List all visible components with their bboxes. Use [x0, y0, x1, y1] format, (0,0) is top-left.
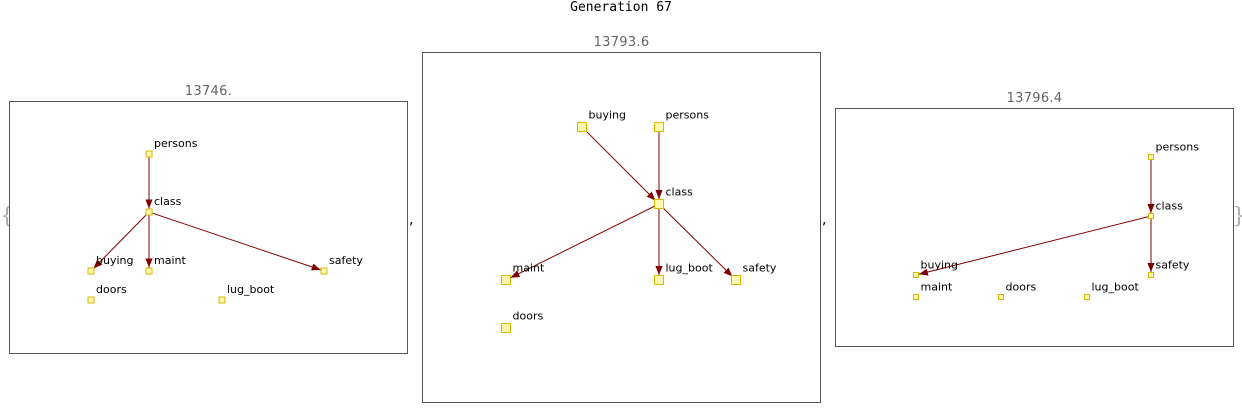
node-maint: [913, 294, 919, 300]
edge-class-to-buying: [918, 216, 1149, 276]
graph-score-1: 13746.: [184, 84, 233, 99]
node-label-persons: persons: [154, 137, 198, 150]
graph-score-3: 13796.4: [1006, 91, 1063, 106]
node-label-doors: doors: [1006, 281, 1037, 294]
node-label-buying: buying: [589, 109, 626, 122]
node-label-class: class: [154, 195, 182, 208]
node-safety: [320, 267, 328, 275]
node-maint: [501, 275, 511, 285]
graph-canvas-1: persons class buying maint safety doors lug_bo…: [87, 137, 363, 304]
node-persons: [654, 122, 664, 132]
node-label-maint: maint: [921, 281, 953, 294]
node-label-lug_boot: lug_boot: [1092, 281, 1140, 294]
node-label-maint: maint: [513, 262, 545, 275]
node-maint: [145, 267, 153, 275]
edge-buying-to-class: [584, 129, 656, 201]
graph-panel-3: persons class buying safety maint doors lug_bo…: [835, 108, 1234, 347]
graph-panel-2: buying persons class maint lug_boot safety doo…: [422, 52, 821, 403]
node-label-lug_boot: lug_boot: [227, 283, 275, 296]
node-label-doors: doors: [513, 310, 544, 323]
node-buying: [913, 272, 919, 278]
close-brace: }: [1232, 204, 1242, 229]
node-label-persons: persons: [666, 109, 710, 122]
node-buying: [87, 267, 95, 275]
node-doors: [87, 296, 95, 304]
node-label-buying: buying: [921, 259, 958, 272]
node-persons: [145, 150, 153, 158]
node-doors: [501, 323, 511, 333]
node-persons: [1148, 154, 1154, 160]
node-lug_boot: [654, 275, 664, 285]
separator-2: ,: [822, 212, 827, 228]
node-label-buying: buying: [96, 254, 133, 267]
node-lug_boot: [218, 296, 226, 304]
node-buying: [577, 122, 587, 132]
node-label-safety: safety: [1156, 259, 1190, 272]
graph-canvas-3: persons class buying safety maint doors lug_bo…: [913, 141, 1200, 300]
node-doors: [998, 294, 1004, 300]
node-safety: [1148, 272, 1154, 278]
edge-class-to-safety: [151, 212, 321, 271]
node-label-lug_boot: lug_boot: [666, 262, 714, 275]
graph-panel-1: persons class buying maint safety doors lug_bo…: [9, 101, 408, 354]
node-class: [1148, 213, 1154, 219]
separator-1: ,: [409, 212, 414, 228]
node-label-safety: safety: [743, 262, 777, 275]
node-label-persons: persons: [1156, 141, 1200, 154]
node-label-safety: safety: [329, 254, 363, 267]
node-label-doors: doors: [96, 283, 127, 296]
edge-class-to-safety: [661, 206, 733, 277]
node-class: [654, 199, 664, 209]
node-label-class: class: [1156, 200, 1184, 213]
edge-class-to-maint: [510, 205, 656, 279]
graph-canvas-2: buying persons class maint lug_boot safety doo…: [501, 109, 777, 333]
node-label-maint: maint: [154, 254, 186, 267]
node-label-class: class: [666, 186, 694, 199]
generation-title: Generation 67: [570, 0, 672, 15]
node-safety: [731, 275, 741, 285]
graph-score-2: 13793.6: [593, 35, 650, 50]
node-lug_boot: [1084, 294, 1090, 300]
node-class: [145, 208, 153, 216]
edge-class-to-buying: [93, 213, 148, 269]
